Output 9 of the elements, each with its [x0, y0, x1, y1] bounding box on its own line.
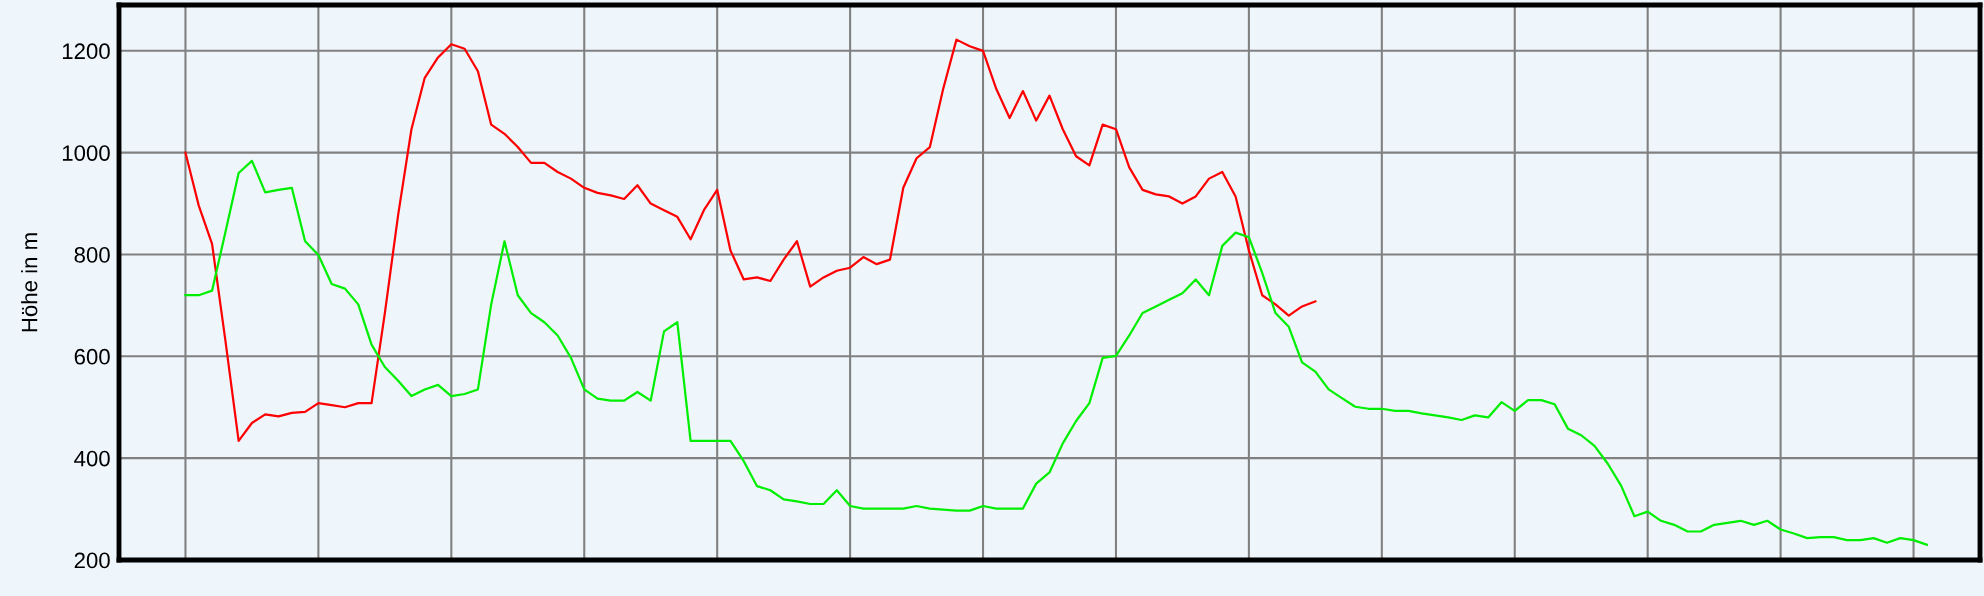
y-axis-title: Höhe in m	[21, 233, 38, 332]
y-tick-label: 600	[74, 348, 110, 365]
y-tick-label: 200	[74, 552, 110, 569]
line-series	[184, 38, 1317, 442]
y-tick-label: 1000	[62, 145, 110, 161]
y-tick-label: 1200	[62, 43, 110, 60]
y-tick-label: 400	[74, 450, 110, 467]
y-tick-label: 800	[74, 247, 110, 263]
line-series	[184, 159, 1928, 546]
